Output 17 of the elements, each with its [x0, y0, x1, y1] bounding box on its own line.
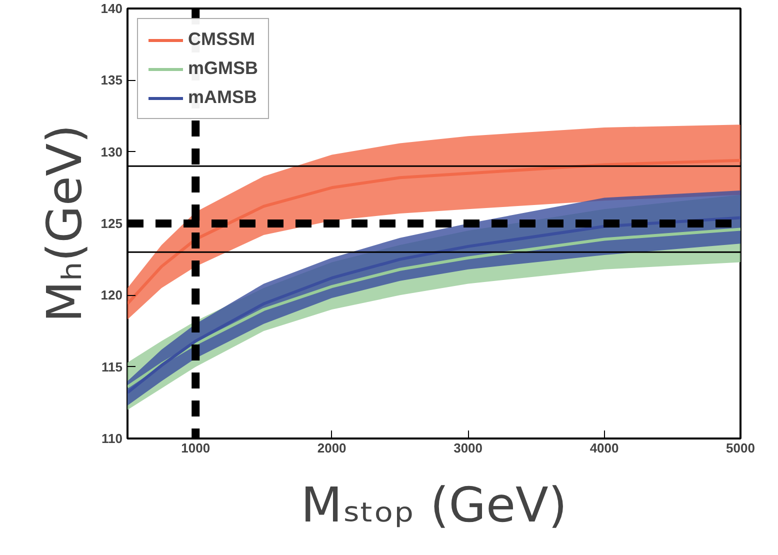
legend-label: CMSSM [188, 29, 255, 50]
x-axis-title: Mₛₜₒₚ (GeV) [300, 478, 568, 534]
y-tick-label: 115 [102, 359, 123, 374]
y-tick-label: 120 [100, 288, 123, 303]
y-tick-label: 135 [100, 72, 123, 88]
x-tick-label: 5000 [726, 440, 755, 456]
y-tick-label: 110 [102, 431, 123, 446]
x-tick-label: 3000 [454, 440, 483, 456]
x-tick-label: 1000 [181, 440, 210, 456]
x-tick-label: 2000 [317, 440, 346, 456]
legend-label: mGMSB [188, 58, 258, 79]
y-tick-label: 140 [100, 1, 123, 16]
x-tick-label: 4000 [590, 440, 619, 456]
y-tick-label: 130 [100, 144, 123, 160]
legend-label: mAMSB [188, 87, 258, 108]
y-tick-label: 125 [100, 216, 123, 231]
y-axis-title: Mₕ(GeV) [36, 124, 93, 322]
